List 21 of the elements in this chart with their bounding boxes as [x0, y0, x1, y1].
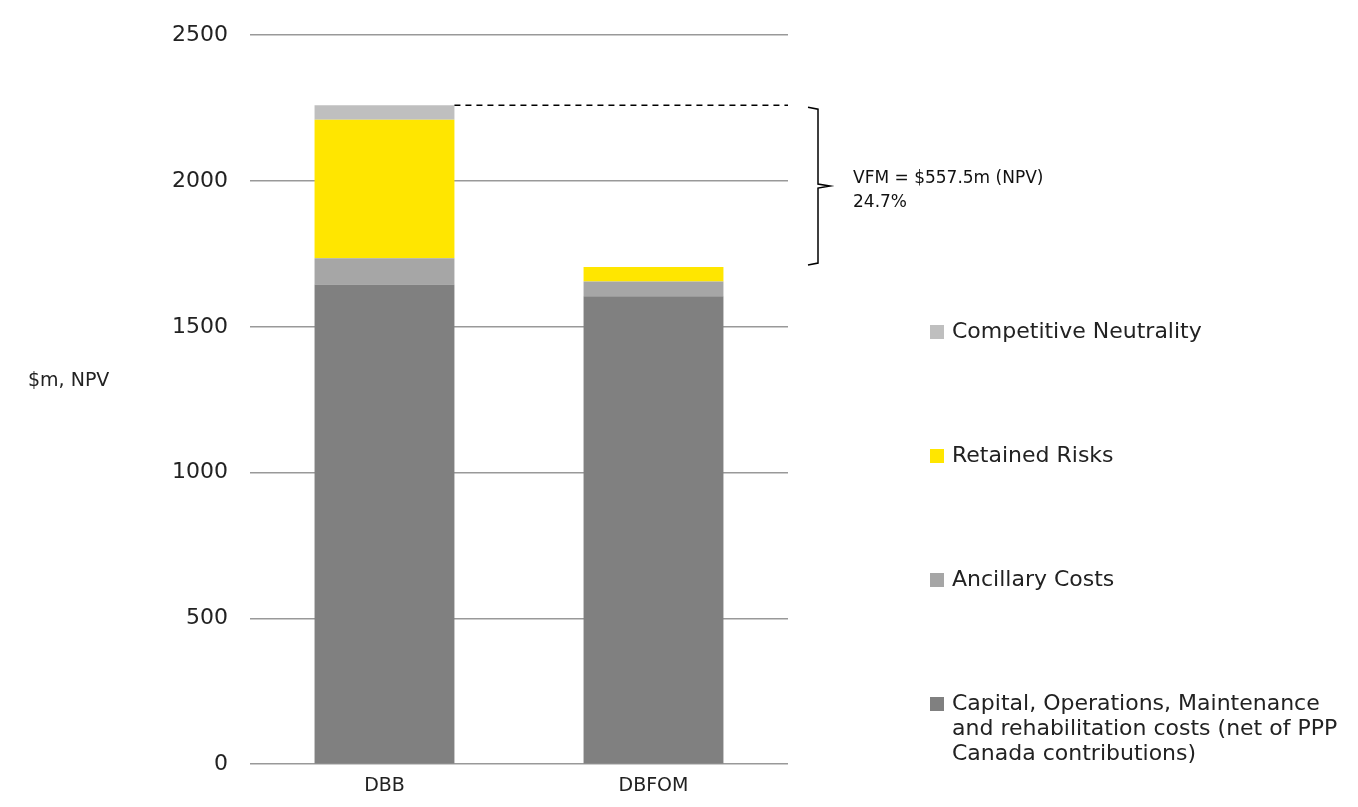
- y-tick-label: 0: [213, 749, 228, 775]
- text: VFM = $557.5m (NPV) 24.7%: [853, 166, 1044, 211]
- bar: [583, 281, 724, 297]
- bar: [583, 296, 724, 764]
- legend-label: Capital, Operations, Maintenance and rehabilitation costs (net of PPP Canada contributions): [952, 690, 1339, 765]
- bar: [583, 267, 724, 282]
- bar: [314, 284, 455, 764]
- y-tick-label: 500: [185, 604, 228, 630]
- x-tick-label: DBB: [364, 772, 405, 795]
- y-tick-label: 1000: [171, 458, 228, 484]
- legend-label: Retained Risks: [952, 442, 1114, 467]
- x-tick-label: DBFOM: [618, 772, 689, 795]
- bar: [314, 258, 455, 285]
- y-tick-label: 1500: [171, 312, 228, 338]
- legend-label: Ancillary Costs: [952, 566, 1115, 591]
- y-axis-title: $m, NPV: [28, 368, 110, 390]
- legend-label: Competitive Neutrality: [952, 318, 1202, 343]
- y-tick-label: 2500: [171, 20, 228, 46]
- bar: [314, 119, 455, 259]
- bar: [314, 105, 455, 120]
- y-tick-label: 2000: [171, 166, 228, 192]
